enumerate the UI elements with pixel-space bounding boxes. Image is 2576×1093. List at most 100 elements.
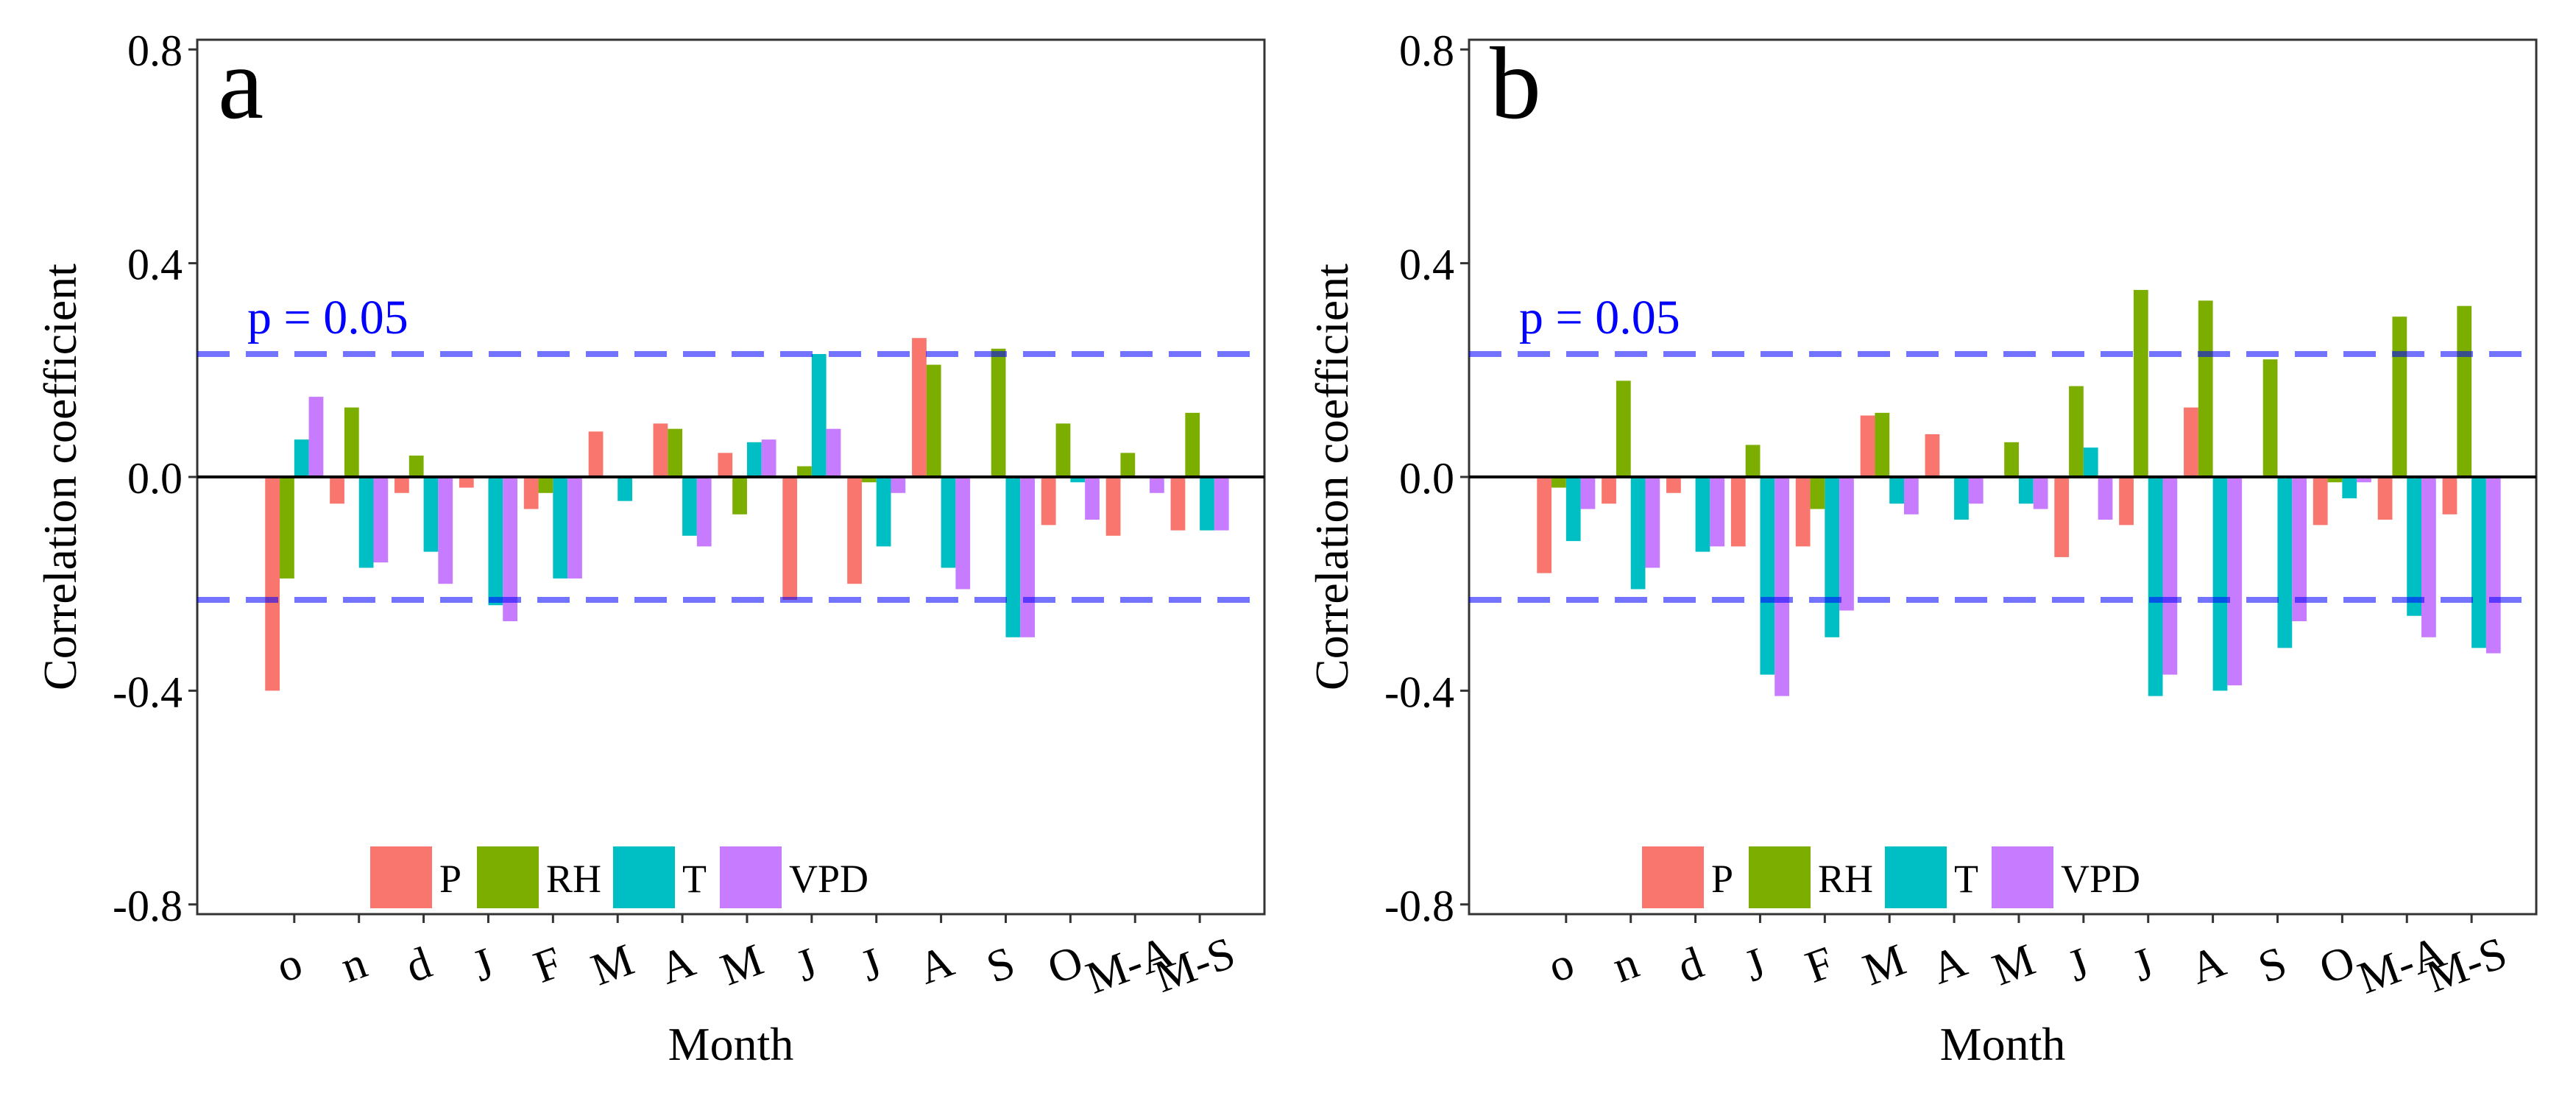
bar-vpd <box>1020 477 1036 637</box>
bar-t <box>1630 477 1646 590</box>
bar-vpd <box>1710 477 1725 547</box>
bar-p <box>1795 477 1811 547</box>
legend-label-p: P <box>1711 857 1733 901</box>
bar-rh <box>1551 477 1566 488</box>
bar-p <box>2442 477 2458 514</box>
bar-p <box>1170 477 1186 531</box>
x-axis-title: Month <box>668 1018 794 1070</box>
bar-vpd <box>2033 477 2048 509</box>
bar-p <box>847 477 862 584</box>
bar-vpd <box>955 477 971 590</box>
legend: P RH T VPD <box>370 846 868 908</box>
bar-rh <box>538 477 553 493</box>
panel-letter: a <box>218 26 263 141</box>
x-tick-label: o <box>270 938 308 993</box>
x-tick-label: J <box>467 938 500 991</box>
y-tick-label: -0.8 <box>113 882 183 930</box>
bar-t <box>423 477 439 552</box>
bar-t <box>1760 477 1775 675</box>
y-tick-label: 0.0 <box>127 454 183 503</box>
x-tick-label: M <box>585 935 640 996</box>
bar-t <box>358 477 374 568</box>
bar-rh <box>2327 477 2343 483</box>
bar-p <box>2054 477 2070 557</box>
bar-p <box>394 477 409 493</box>
x-tick-label: J <box>790 938 824 991</box>
x-tick-label: M <box>715 935 770 996</box>
bar-vpd <box>1150 477 1164 493</box>
bar-t <box>618 477 632 501</box>
bar-vpd <box>826 428 841 477</box>
legend-label-rh: RH <box>1818 857 1873 901</box>
legend-swatch-p <box>1642 846 1704 908</box>
bar-t <box>1954 477 1969 520</box>
x-tick-label: J <box>2062 938 2095 991</box>
legend-label-p: P <box>439 857 461 901</box>
legend-swatch-vpd <box>1992 846 2053 908</box>
bar-t <box>1565 477 1581 542</box>
x-tick-label: A <box>654 936 702 994</box>
bar-rh <box>1055 423 1071 477</box>
x-tick-label: S <box>980 937 1022 993</box>
bar-rh <box>797 466 812 477</box>
bar-vpd <box>2485 477 2501 654</box>
legend-label-t: T <box>1954 857 1978 901</box>
x-tick-label: A <box>912 936 960 994</box>
panel-letter: b <box>1490 26 1541 141</box>
bar-vpd <box>1580 477 1596 509</box>
bar-p <box>2184 407 2198 477</box>
bar-vpd <box>567 477 582 579</box>
y-tick-label: 0.4 <box>127 241 183 289</box>
bar-p <box>523 477 539 509</box>
legend-swatch-t <box>1885 846 1947 908</box>
bar-p <box>1666 477 1681 493</box>
bar-t <box>2277 477 2293 648</box>
bar-vpd <box>1903 477 1919 514</box>
bar-p <box>265 477 280 691</box>
bar-vpd <box>891 477 906 493</box>
x-tick-label: F <box>528 937 569 993</box>
bar-rh <box>1810 477 1825 509</box>
bar-vpd <box>2098 477 2113 520</box>
bar-vpd <box>2421 477 2436 637</box>
bar-t <box>1825 477 1840 637</box>
bar-vpd <box>1839 477 1854 611</box>
bar-p <box>459 477 474 488</box>
bar-vpd <box>1214 477 1229 531</box>
x-tick-label: A <box>1925 936 1974 994</box>
bar-t <box>2148 477 2163 696</box>
x-tick-label: J <box>1738 938 1772 991</box>
bar-rh <box>2069 386 2084 477</box>
y-axis-title: Correlation coefficient <box>34 263 86 690</box>
bar-t <box>294 439 309 477</box>
bar-p <box>653 423 668 477</box>
bar-vpd <box>2292 477 2307 622</box>
bar-vpd <box>438 477 453 584</box>
bar-t <box>2212 477 2228 691</box>
y-tick-label: -0.4 <box>1384 668 1454 716</box>
x-tick-label: d <box>1671 938 1710 993</box>
bar-rh <box>2004 442 2019 477</box>
bar-t <box>2407 477 2422 616</box>
bar-rh <box>408 455 424 477</box>
bar-t <box>1200 477 1214 531</box>
bar-t <box>1005 477 1021 637</box>
bar-rh <box>2392 316 2407 477</box>
legend-label-t: T <box>682 857 707 901</box>
bar-p <box>1730 477 1746 547</box>
y-tick-label: 0.8 <box>1399 26 1454 75</box>
bar-vpd <box>2162 477 2178 675</box>
x-tick-label: J <box>2126 938 2160 991</box>
x-tick-label: J <box>854 938 888 991</box>
legend-swatch-p <box>370 846 432 908</box>
bar-vpd <box>1968 477 1984 504</box>
bar-t <box>2342 477 2357 499</box>
x-tick-label: S <box>2252 937 2293 993</box>
legend-swatch-vpd <box>720 846 782 908</box>
bar-p <box>1105 477 1121 536</box>
bar-p <box>782 477 798 600</box>
bar-p <box>1537 477 1552 573</box>
bar-rh <box>280 477 294 579</box>
legend-swatch-t <box>613 846 675 908</box>
